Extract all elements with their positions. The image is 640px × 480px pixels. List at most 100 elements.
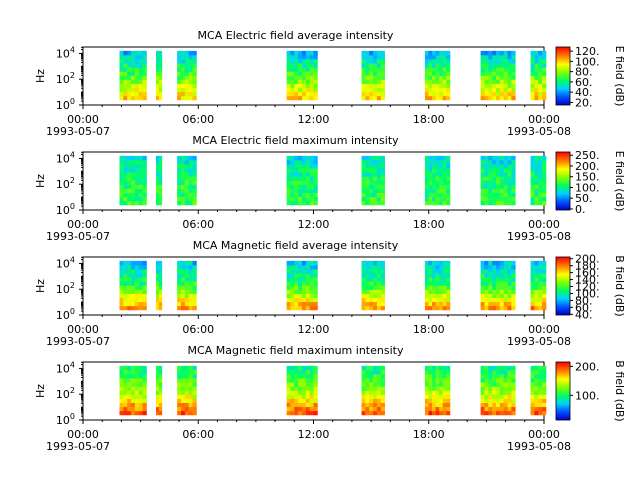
heatmap-cell [373,260,378,266]
heatmap-cell [123,301,128,307]
heatmap-cell [188,87,193,93]
heatmap-cell [188,200,193,206]
heatmap-cell [380,365,385,371]
heatmap-cell [424,386,429,391]
heatmap-cell [446,289,451,294]
heatmap-cell [290,374,295,379]
heatmap-cell [286,269,291,274]
heatmap-cell [480,54,485,60]
heatmap-cell [180,406,186,412]
heatmap-cell [138,67,143,72]
heatmap-cell [290,50,295,56]
heatmap-cell [530,54,535,60]
heatmap-cell [432,63,437,68]
heatmap-cell [488,83,493,88]
heatmap-cell [188,184,193,189]
heatmap-cell [313,269,318,274]
heatmap-cell [365,87,370,93]
heatmap-cell [428,168,433,173]
heatmap-cell [373,410,378,416]
heatmap-cell [188,378,193,383]
heatmap-cell [313,164,318,169]
heatmap-cell [492,410,497,416]
heatmap-cell [138,155,143,161]
heatmap-cell [534,91,539,97]
heatmap-cell [180,79,186,84]
heatmap-cell [369,378,374,383]
heatmap-cell [499,374,505,379]
heatmap-cell [492,155,497,161]
heatmap-cell [432,410,437,416]
heatmap-cell [365,164,370,169]
heatmap-cell [369,196,374,202]
heatmap-cell [373,176,378,181]
heatmap-cell [542,410,547,416]
heatmap-cell [298,79,303,84]
heatmap-cell [446,301,451,307]
heatmap-cell [435,386,440,391]
heatmap-cell [294,83,299,88]
heatmap-cell [369,382,374,387]
heatmap-cell [309,50,314,56]
heatmap-cell [177,155,182,161]
heatmap-cell [435,176,440,181]
heatmap-cell [439,386,444,391]
heatmap-cell [534,394,539,399]
x-tick-time-label: 06:00 [182,218,214,231]
heatmap-cell [138,168,143,173]
heatmap-cell [192,305,197,311]
heatmap-cell [442,172,447,177]
heatmap-cell [439,176,444,181]
heatmap-cell [134,394,140,399]
heatmap-cell [480,273,485,278]
heatmap-cell [365,75,370,80]
heatmap-cell [290,277,295,282]
heatmap-cell [442,159,447,165]
heatmap-cell [177,398,182,403]
heatmap-cell [365,293,370,298]
heatmap-cell [538,155,543,161]
heatmap-cell [442,71,447,76]
heatmap-cell [380,180,385,185]
heatmap-cell [442,95,447,101]
heatmap-cell [188,164,193,169]
heatmap-cell [480,87,485,93]
heatmap-cell [361,374,366,379]
heatmap-cell [380,378,385,383]
heatmap-cell [192,386,197,391]
heatmap-cell [380,75,385,80]
heatmap-cell [534,180,539,185]
heatmap-cell [119,398,124,403]
heatmap-cell [439,402,444,408]
heatmap-cell [184,410,190,416]
heatmap-cell [428,59,433,64]
heatmap-cell [142,406,147,412]
heatmap-cell [432,301,437,307]
heatmap-cell [298,406,303,412]
heatmap-cell [192,378,197,383]
heatmap-cell [313,159,318,165]
colorbar-gradient [555,46,571,106]
heatmap-cell [499,382,505,387]
heatmap-cell [290,264,295,270]
heatmap-cell [361,273,366,278]
heatmap-cell [361,188,366,193]
heatmap-cell [294,281,299,286]
heatmap-cell [177,289,182,294]
heatmap-cell [127,180,132,185]
heatmap-cell [294,87,299,93]
heatmap-cell [177,410,182,416]
heatmap-cell [492,159,497,165]
heatmap-cell [435,192,440,198]
heatmap-cell [439,54,444,60]
heatmap-cell [123,79,128,84]
heatmap-cell [499,200,505,206]
heatmap-cell [123,168,128,173]
heatmap-cell [432,176,437,181]
heatmap-cell [301,87,307,93]
heatmap-cell [177,63,182,68]
heatmap-cell [442,192,447,198]
heatmap-cell [188,192,193,198]
heatmap-cell [309,83,314,88]
heatmap-cell [511,67,516,72]
